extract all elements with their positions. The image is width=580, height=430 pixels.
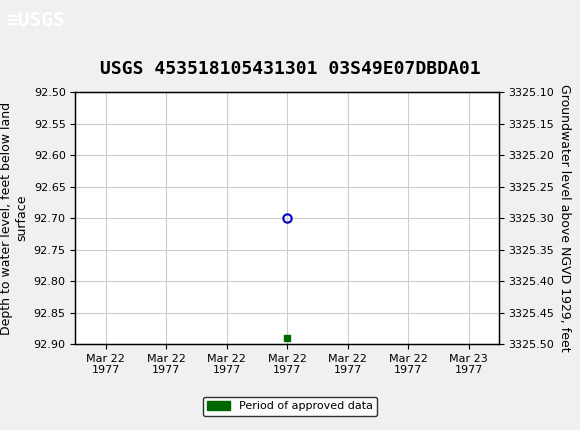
Text: USGS 453518105431301 03S49E07DBDA01: USGS 453518105431301 03S49E07DBDA01	[100, 60, 480, 78]
Text: ≡USGS: ≡USGS	[6, 11, 64, 30]
Y-axis label: Depth to water level, feet below land
surface: Depth to water level, feet below land su…	[0, 101, 28, 335]
Y-axis label: Groundwater level above NGVD 1929, feet: Groundwater level above NGVD 1929, feet	[558, 84, 571, 352]
Legend: Period of approved data: Period of approved data	[203, 397, 377, 416]
